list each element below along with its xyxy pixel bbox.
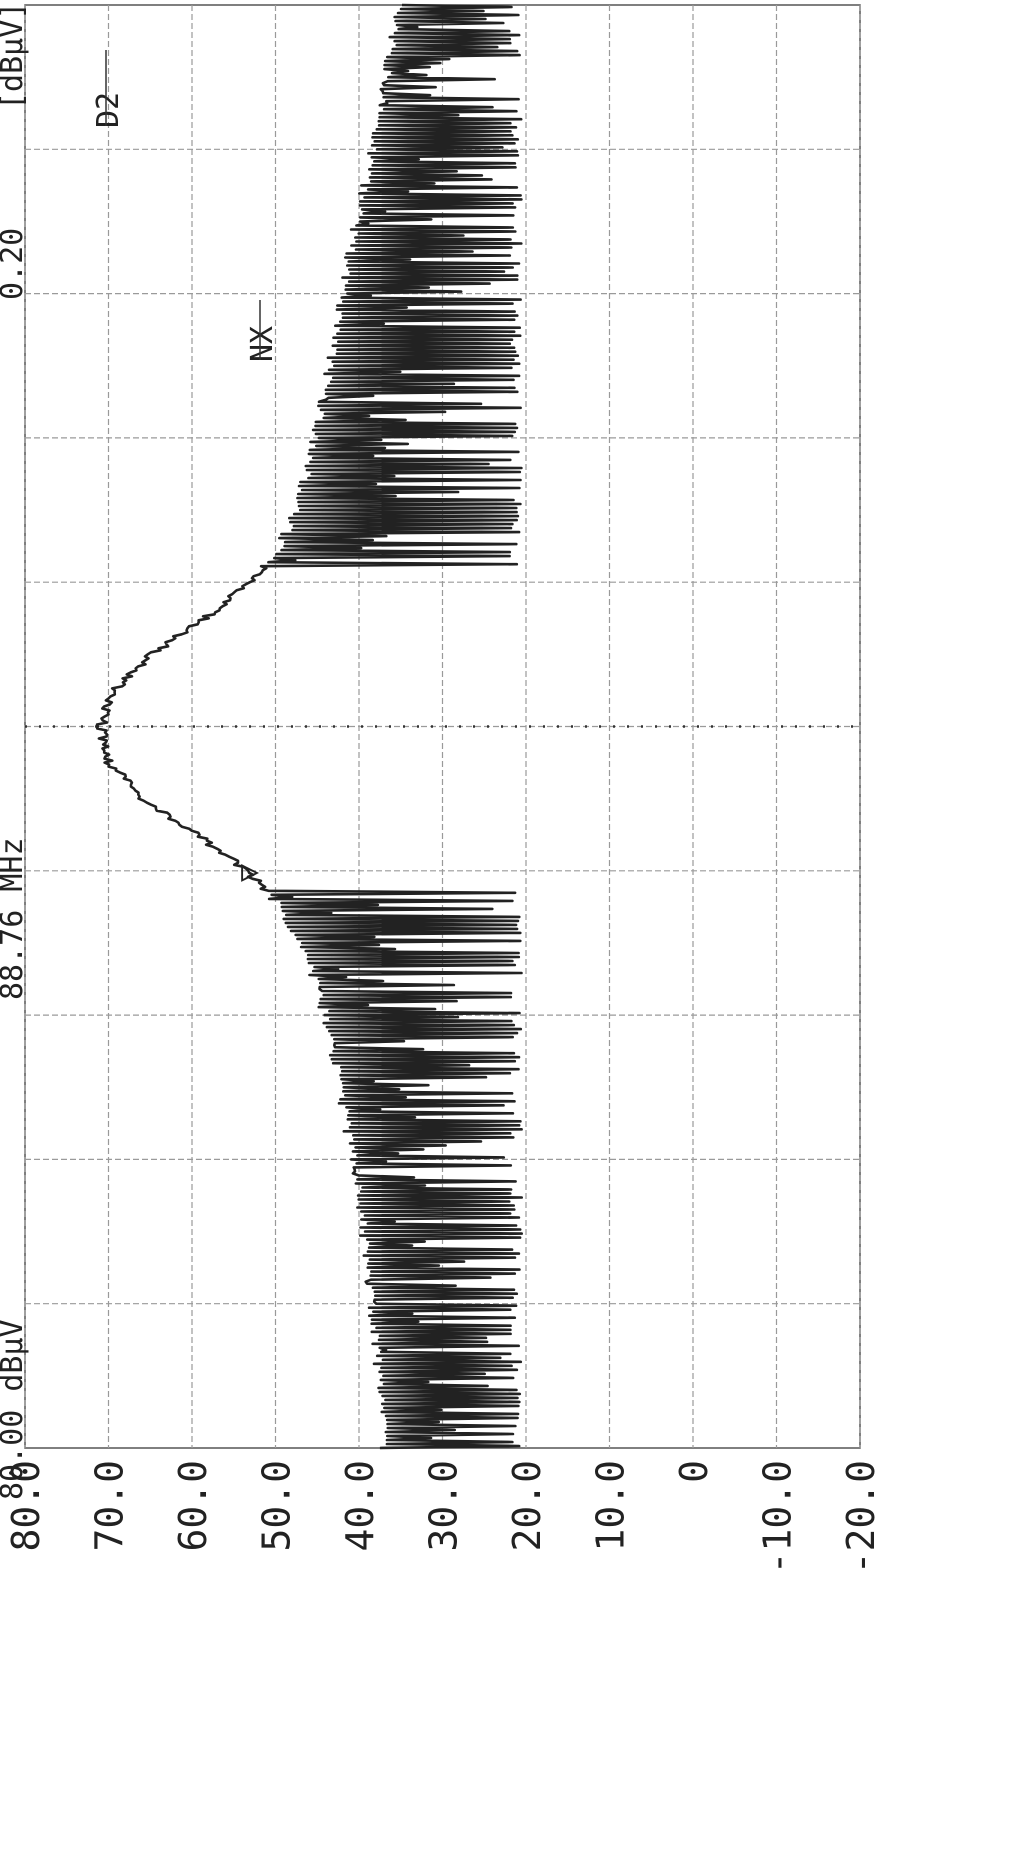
- y-tick-label: 10.0: [589, 1460, 633, 1552]
- y-tick-label: 0: [672, 1460, 716, 1483]
- series-line: [95, 3, 523, 1450]
- ref-level-label: 80.00 dBμV: [0, 1319, 30, 1500]
- chart-header: 80.00 dBμV 88.76 MHz 0.20 [dBμV]: [0, 2, 30, 1500]
- spectrum-trace: [95, 3, 523, 1450]
- marker-labels: ▽ NX D2: [91, 50, 280, 882]
- marker-triangle: ▽: [231, 864, 266, 882]
- y-axis-tick-labels: 80.0 70.0 60.0 50.0 40.0 30.0 20.0 10.0 0 -10.0 -2…: [4, 1460, 883, 1574]
- y-tick-label: 60.0: [171, 1460, 215, 1552]
- d2-label: D2: [91, 92, 126, 128]
- y-tick-label: 70.0: [88, 1460, 132, 1552]
- span-label: 0.20: [0, 228, 30, 300]
- y-tick-label: 50.0: [255, 1460, 299, 1552]
- y-tick-label: 80.0: [4, 1460, 48, 1552]
- y-tick-label: -10.0: [756, 1460, 800, 1574]
- center-freq-label: 88.76 MHz: [0, 837, 30, 1000]
- y-tick-label: -20.0: [839, 1460, 883, 1574]
- y-tick-label: 40.0: [338, 1460, 382, 1552]
- nx-label: NX: [245, 326, 280, 362]
- y-tick-label: 20.0: [505, 1460, 549, 1552]
- y-tick-label: 30.0: [422, 1460, 466, 1552]
- unit-label: [dBμV]: [0, 2, 30, 110]
